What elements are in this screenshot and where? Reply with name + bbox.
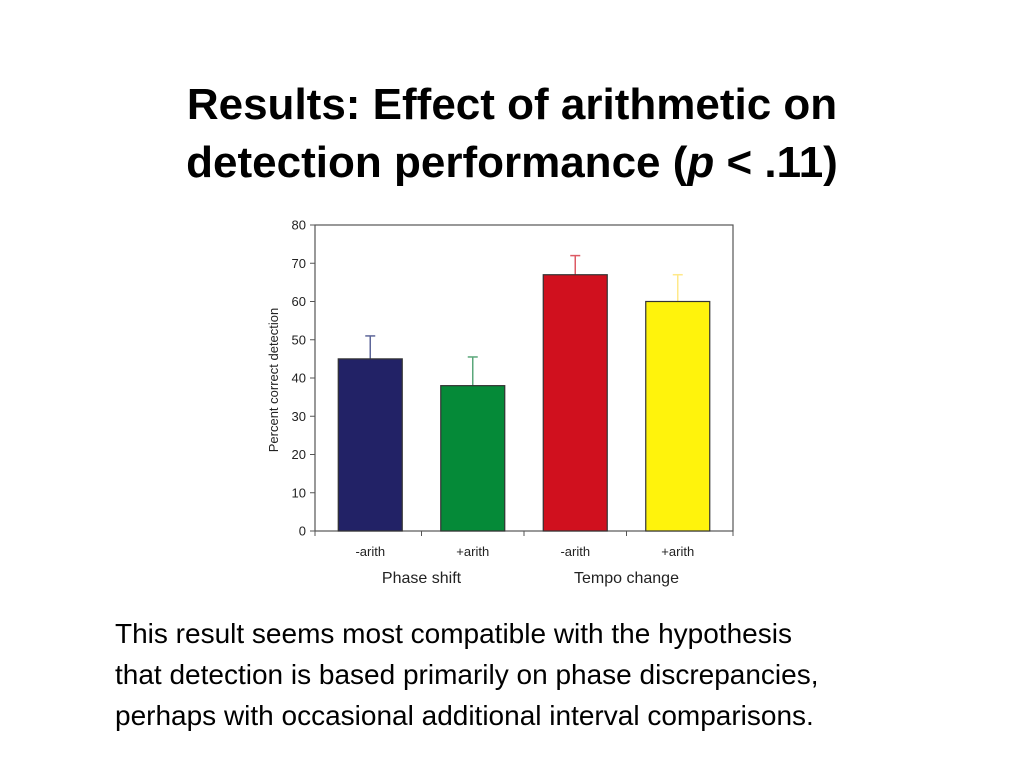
- y-tick-label-60: 60: [292, 294, 306, 309]
- y-tick-label-50: 50: [292, 332, 306, 347]
- body-text: This result seems most compatible with t…: [115, 613, 1005, 736]
- category-label-2: +arith: [456, 544, 489, 559]
- title-line-2-suffix: < .11): [714, 138, 838, 187]
- body-line-3: perhaps with occasional additional inter…: [115, 700, 814, 731]
- y-tick-label-80: 80: [292, 218, 306, 233]
- title-line-2: detection performance (p < .11): [0, 134, 1024, 192]
- bar-3: [542, 274, 608, 532]
- category-label-4: +arith: [661, 544, 694, 559]
- group-label-2: Tempo change: [574, 570, 679, 587]
- y-tick-label-20: 20: [292, 447, 306, 462]
- body-line-1: This result seems most compatible with t…: [115, 618, 792, 649]
- bar-1: [337, 358, 403, 532]
- y-axis-title: Percent correct detection: [266, 308, 281, 453]
- category-label-1: -arith: [355, 544, 385, 559]
- y-tick-label-0: 0: [299, 524, 306, 539]
- y-tick-label-30: 30: [292, 409, 306, 424]
- title-line-2-prefix: detection performance (: [186, 138, 688, 187]
- group-label-1: Phase shift: [382, 570, 462, 587]
- title-line-1: Results: Effect of arithmetic on: [186, 80, 838, 129]
- bar-2: [440, 385, 506, 532]
- y-tick-label-10: 10: [292, 485, 306, 500]
- y-tick-label-40: 40: [292, 371, 306, 386]
- y-tick-label-70: 70: [292, 256, 306, 271]
- body-line-2: that detection is based primarily on pha…: [115, 659, 819, 690]
- bar-4: [645, 300, 711, 532]
- slide-title: Results: Effect of arithmetic on detecti…: [0, 76, 1024, 192]
- title-p-symbol: p: [687, 138, 715, 187]
- bar-chart: 0 10 20 30 40 50 60 70 80 Percent correct detecti…: [266, 218, 734, 587]
- category-label-3: -arith: [560, 544, 590, 559]
